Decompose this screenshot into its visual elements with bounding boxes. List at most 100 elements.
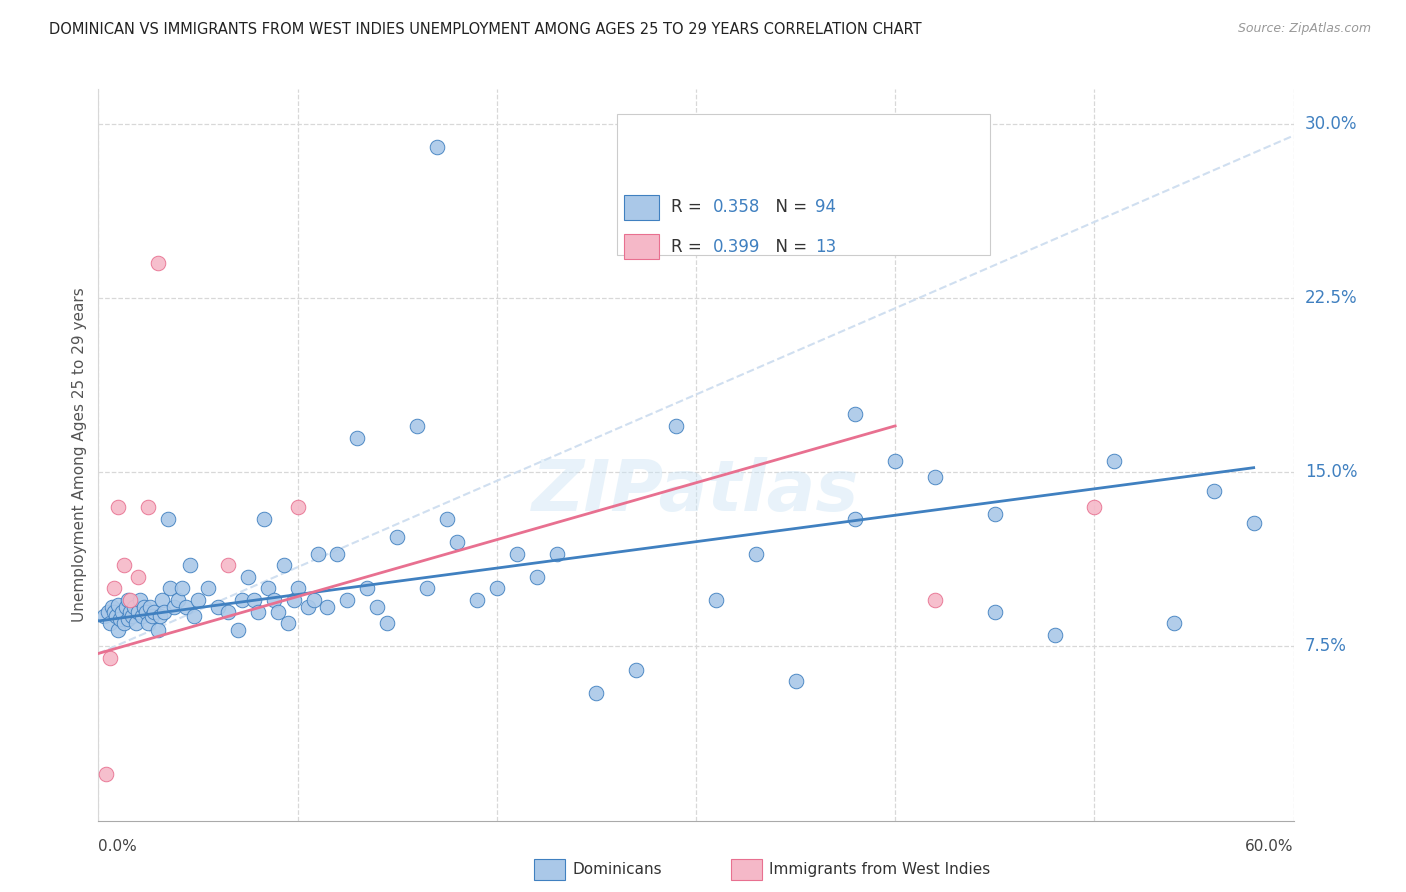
Point: [236, 570, 259, 584]
Point: [112, 616, 135, 631]
Point: [226, 624, 249, 638]
Point: [326, 547, 349, 561]
Point: [135, 605, 157, 619]
Point: [356, 582, 378, 596]
Point: [624, 663, 647, 677]
Text: 13: 13: [815, 238, 837, 256]
Point: [243, 593, 266, 607]
Point: [346, 430, 368, 444]
Point: [924, 593, 946, 607]
Point: [745, 547, 768, 561]
Point: [134, 600, 156, 615]
Point: [1102, 454, 1125, 468]
Point: [157, 512, 180, 526]
Text: 22.5%: 22.5%: [1305, 289, 1357, 307]
Point: [375, 616, 398, 631]
Point: [107, 500, 129, 515]
Point: [131, 609, 153, 624]
Point: [101, 600, 124, 615]
Point: [98, 616, 122, 631]
Point: [150, 593, 173, 607]
Point: [143, 605, 166, 619]
Text: N =: N =: [765, 238, 813, 256]
Text: 30.0%: 30.0%: [1305, 115, 1357, 133]
Text: 0.399: 0.399: [713, 238, 761, 256]
Point: [187, 593, 209, 607]
Point: [256, 582, 278, 596]
Point: [1202, 483, 1225, 498]
Point: [844, 512, 866, 526]
Point: [416, 582, 439, 596]
Point: [149, 609, 172, 624]
Text: R =: R =: [671, 198, 707, 217]
Point: [103, 582, 125, 596]
Point: [785, 674, 807, 689]
Point: [704, 593, 727, 607]
Text: 60.0%: 60.0%: [1246, 838, 1294, 854]
Text: Source: ZipAtlas.com: Source: ZipAtlas.com: [1237, 22, 1371, 36]
Point: [127, 570, 149, 584]
Point: [117, 593, 139, 607]
Point: [1163, 616, 1185, 631]
Point: [167, 593, 190, 607]
Point: [107, 598, 129, 612]
Point: [316, 600, 339, 615]
Point: [141, 609, 163, 624]
Point: [246, 605, 269, 619]
Point: [1243, 516, 1265, 531]
Point: [385, 530, 409, 544]
Point: [124, 600, 146, 615]
Point: [302, 593, 325, 607]
Text: DOMINICAN VS IMMIGRANTS FROM WEST INDIES UNEMPLOYMENT AMONG AGES 25 TO 29 YEARS : DOMINICAN VS IMMIGRANTS FROM WEST INDIES…: [49, 22, 922, 37]
Point: [406, 418, 429, 433]
Text: N =: N =: [765, 198, 813, 217]
Point: [287, 500, 309, 515]
Point: [485, 582, 508, 596]
Point: [172, 582, 194, 596]
Point: [96, 767, 118, 781]
Point: [139, 600, 162, 615]
Point: [93, 609, 115, 624]
Point: [231, 593, 253, 607]
Point: [112, 558, 135, 573]
Point: [277, 616, 299, 631]
Point: [1043, 628, 1066, 642]
Point: [546, 547, 568, 561]
Point: [585, 686, 607, 700]
Text: 7.5%: 7.5%: [1305, 638, 1347, 656]
Point: [436, 512, 458, 526]
Text: 0.358: 0.358: [713, 198, 761, 217]
Point: [111, 605, 134, 619]
Point: [120, 593, 142, 607]
Point: [983, 507, 1005, 521]
Point: [148, 256, 170, 270]
Point: [121, 609, 143, 624]
Point: [163, 600, 186, 615]
Point: [110, 612, 132, 626]
Point: [426, 140, 449, 154]
Point: [506, 547, 529, 561]
Text: 0.0%: 0.0%: [98, 838, 138, 854]
Point: [107, 624, 129, 638]
Point: [127, 605, 149, 619]
Point: [983, 605, 1005, 619]
Point: [174, 600, 197, 615]
Point: [125, 616, 148, 631]
Text: Dominicans: Dominicans: [572, 863, 662, 877]
Text: 94: 94: [815, 198, 837, 217]
Point: [117, 612, 139, 626]
Point: [307, 547, 329, 561]
Text: 15.0%: 15.0%: [1305, 463, 1357, 482]
Point: [97, 605, 120, 619]
Point: [526, 570, 548, 584]
Point: [253, 512, 276, 526]
Point: [136, 616, 159, 631]
Point: [297, 600, 319, 615]
Point: [148, 624, 170, 638]
Point: [884, 454, 907, 468]
Point: [183, 609, 205, 624]
Y-axis label: Unemployment Among Ages 25 to 29 years: Unemployment Among Ages 25 to 29 years: [72, 287, 87, 623]
Point: [924, 470, 946, 484]
Point: [120, 605, 142, 619]
Point: [283, 593, 305, 607]
